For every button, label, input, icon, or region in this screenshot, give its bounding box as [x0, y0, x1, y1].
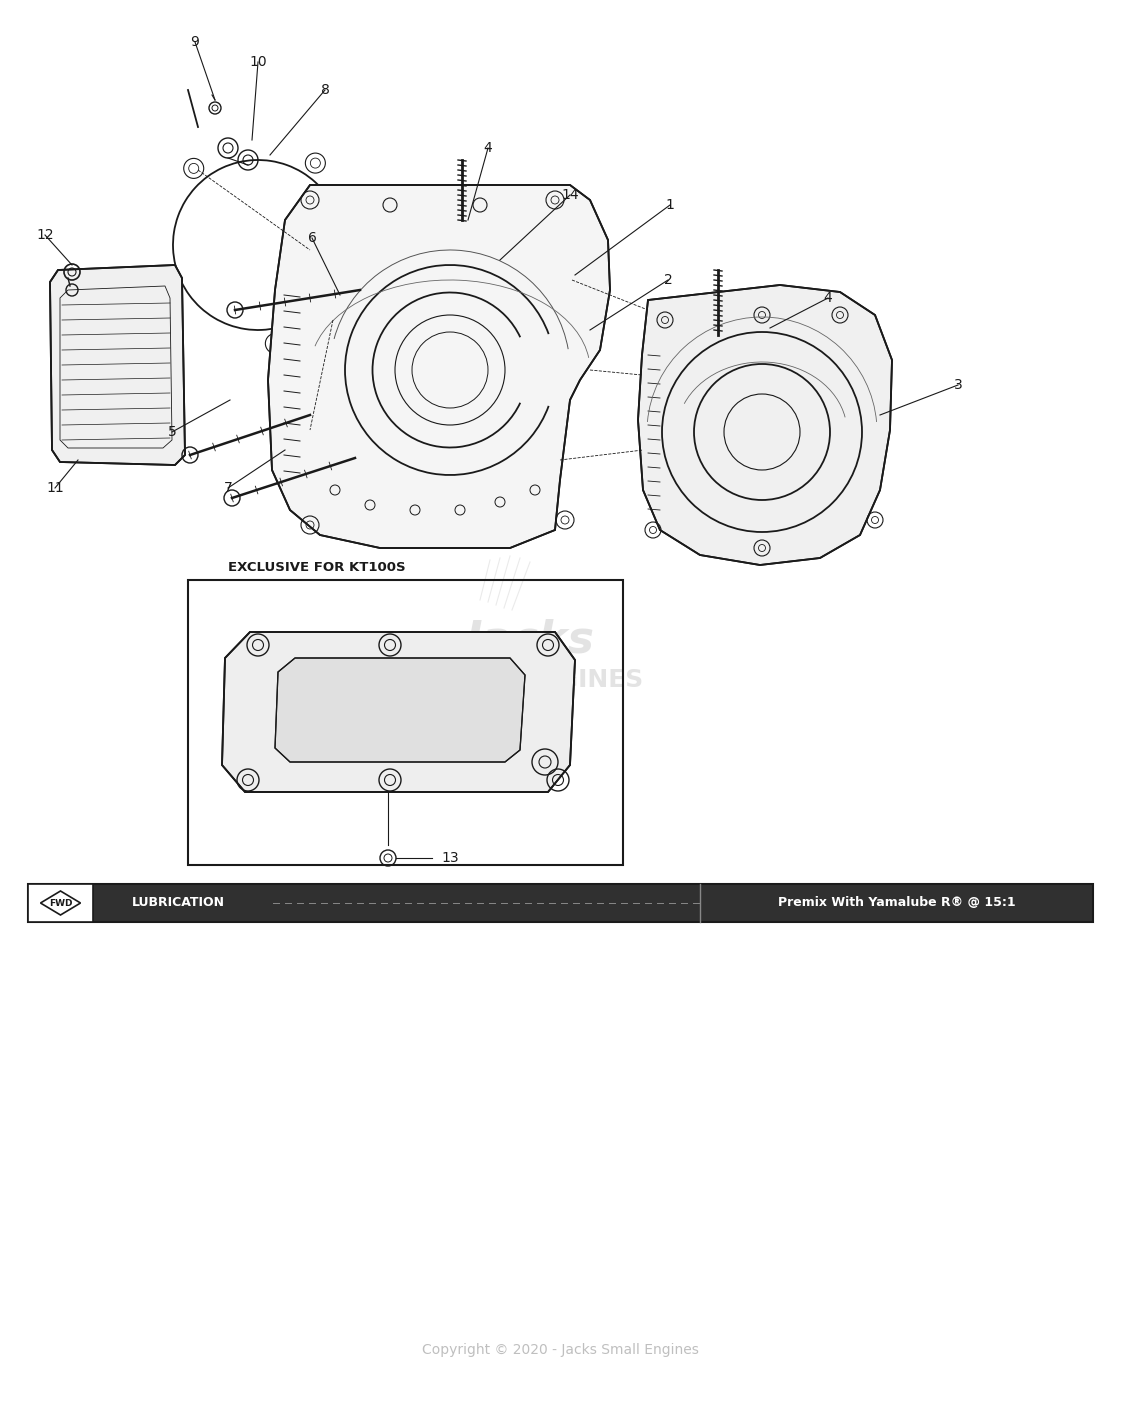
- Text: 7: 7: [223, 481, 232, 495]
- Text: EXCLUSIVE FOR KT100S: EXCLUSIVE FOR KT100S: [228, 562, 406, 574]
- Text: 2: 2: [664, 272, 673, 286]
- Text: 3: 3: [954, 378, 962, 392]
- Bar: [28, 885, 1093, 921]
- Polygon shape: [222, 632, 575, 792]
- Bar: [28, 885, 93, 921]
- Text: 9: 9: [191, 35, 200, 49]
- Text: Premix With Yamalube R® @ 15:1: Premix With Yamalube R® @ 15:1: [778, 896, 1016, 910]
- Text: 1: 1: [666, 198, 675, 212]
- Text: Jacks: Jacks: [465, 618, 594, 662]
- Text: Copyright © 2020 - Jacks Small Engines: Copyright © 2020 - Jacks Small Engines: [421, 1343, 698, 1357]
- Text: LUBRICATION: LUBRICATION: [131, 896, 224, 910]
- Text: 8: 8: [321, 83, 330, 97]
- Text: 10: 10: [249, 55, 267, 69]
- Text: 11: 11: [46, 481, 64, 495]
- Text: 14: 14: [562, 188, 578, 202]
- Text: FWD: FWD: [48, 899, 72, 907]
- Text: 5: 5: [168, 425, 176, 439]
- Text: 13: 13: [442, 851, 458, 865]
- Bar: [188, 580, 623, 865]
- Text: SMALL ENGINES: SMALL ENGINES: [417, 667, 643, 691]
- Text: 6: 6: [307, 231, 316, 246]
- Text: 12: 12: [36, 229, 54, 243]
- Text: 4: 4: [483, 141, 492, 155]
- Polygon shape: [638, 285, 892, 564]
- Text: 4: 4: [824, 291, 833, 305]
- Polygon shape: [275, 658, 525, 762]
- Polygon shape: [268, 185, 610, 547]
- Polygon shape: [50, 265, 185, 466]
